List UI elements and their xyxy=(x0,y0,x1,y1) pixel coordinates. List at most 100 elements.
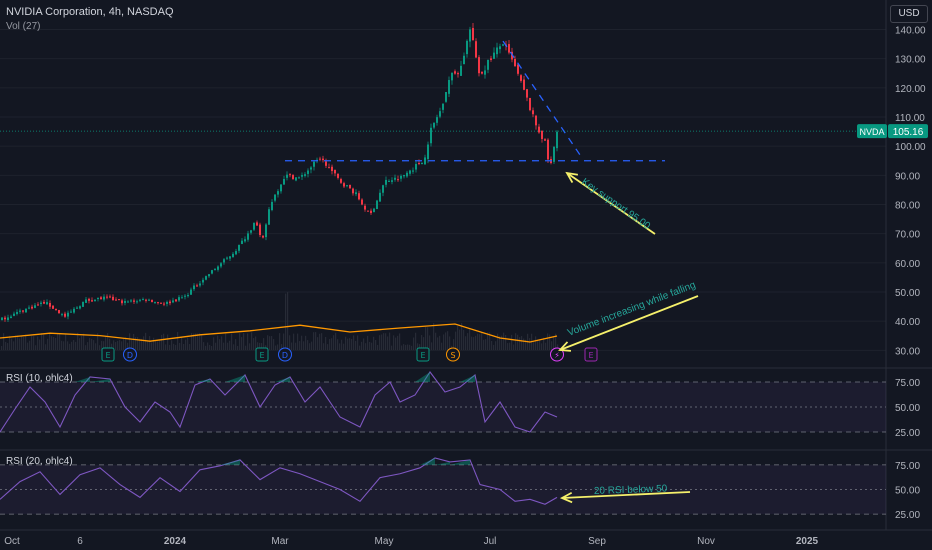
dividend-marker-label: D xyxy=(282,351,288,360)
volume-bar xyxy=(197,333,199,350)
volume-bar xyxy=(381,334,383,350)
candle-body xyxy=(166,301,168,304)
volume-bar xyxy=(59,333,61,350)
annotation-volume-text: Volume increasing while falling xyxy=(566,280,697,339)
volume-ma-line xyxy=(0,323,558,343)
candle-body xyxy=(178,297,180,301)
rsi10-line xyxy=(0,371,558,433)
candle-body xyxy=(424,157,426,165)
annotation-rsi-text: 20 RSI below 50 xyxy=(594,483,668,497)
candle-body xyxy=(481,71,483,74)
rsi10-overbought-fill xyxy=(195,379,210,382)
candle-body xyxy=(229,256,231,259)
time-tick-label: Sep xyxy=(588,536,606,547)
price-tick-label: 50.00 xyxy=(895,288,920,299)
rsi-arrow-head xyxy=(559,491,573,504)
volume-bar xyxy=(315,332,317,350)
currency-button[interactable]: USD xyxy=(890,5,928,23)
candle-body xyxy=(10,316,12,319)
volume-bar xyxy=(357,335,359,350)
volume-bar xyxy=(255,336,257,350)
candle-body xyxy=(187,294,189,297)
volume-bar xyxy=(299,341,301,350)
volume-bar xyxy=(195,333,197,350)
volume-bar xyxy=(83,333,85,350)
volume-bar xyxy=(193,333,195,350)
earnings-marker-label: E xyxy=(588,351,593,360)
candle-body xyxy=(553,146,555,162)
volume-bar xyxy=(277,344,279,350)
rsi1-label: RSI (10, ohlc4) xyxy=(6,373,73,384)
volume-bar xyxy=(225,333,227,350)
volume-bar xyxy=(183,343,185,350)
volume-bar xyxy=(519,337,521,350)
volume-bar xyxy=(87,342,89,350)
volume-bar xyxy=(323,343,325,350)
volume-bar xyxy=(63,341,65,350)
volume-bar xyxy=(405,344,407,350)
candle-body xyxy=(91,300,93,302)
volume-bar xyxy=(539,340,541,350)
event-marker-label: ⚡ xyxy=(554,351,560,360)
candle-body xyxy=(313,161,315,167)
volume-bar xyxy=(97,333,99,350)
candle-body xyxy=(13,313,15,316)
candle-body xyxy=(310,167,312,170)
last-price-text: 105.16 xyxy=(893,127,924,138)
volume-bar xyxy=(293,333,295,350)
candle-body xyxy=(508,44,510,53)
rsi20-tick-label: 50.00 xyxy=(895,486,920,497)
volume-bar xyxy=(287,292,289,350)
rsi20-overbought-fill xyxy=(420,457,435,465)
candle-body xyxy=(367,210,369,212)
candle-body xyxy=(466,40,468,55)
dividend-marker-label: D xyxy=(127,351,133,360)
volume-bar xyxy=(325,336,327,350)
volume-bar xyxy=(81,335,83,350)
volume-bar xyxy=(443,334,445,350)
volume-bar xyxy=(67,341,69,350)
volume-bar xyxy=(55,337,57,350)
volume-bar xyxy=(403,344,405,350)
volume-bar xyxy=(267,335,269,350)
candle-body xyxy=(31,306,33,309)
candle-body xyxy=(172,300,174,303)
rsi10-overbought-fill xyxy=(415,372,430,382)
candle-body xyxy=(325,161,327,166)
volume-bar xyxy=(493,344,495,350)
volume-bar xyxy=(239,333,241,350)
split-marker xyxy=(446,347,460,362)
volume-bar xyxy=(27,342,29,350)
candle-body xyxy=(451,72,453,81)
candle-body xyxy=(58,310,60,314)
volume-bar xyxy=(353,335,355,350)
volume-bar xyxy=(413,337,415,350)
candle-body xyxy=(556,131,558,149)
volume-bar xyxy=(327,344,329,350)
volume-bar xyxy=(371,342,373,350)
rsi20-overbought-fill xyxy=(220,459,240,465)
rsi10-overbought-fill xyxy=(90,379,110,382)
time-tick-label: Jul xyxy=(484,536,497,547)
volume-bar xyxy=(85,345,87,350)
volume-bar xyxy=(39,339,41,350)
volume-bar xyxy=(237,345,239,350)
volume-bar xyxy=(533,342,535,350)
candle-body xyxy=(388,180,390,182)
candle-body xyxy=(277,191,279,195)
volume-bar xyxy=(161,334,163,350)
candle-body xyxy=(376,200,378,210)
candle-body xyxy=(307,170,309,174)
candle-body xyxy=(328,167,330,169)
volume-bar xyxy=(407,344,409,350)
candle-body xyxy=(409,170,411,174)
volume-bar xyxy=(361,341,363,350)
volume-bar xyxy=(227,342,229,350)
volume-bar xyxy=(311,341,313,350)
candle-body xyxy=(22,310,24,312)
volume-bar xyxy=(171,340,173,350)
volume-bar xyxy=(119,340,121,350)
candle-body xyxy=(85,299,87,303)
volume-bar xyxy=(505,334,507,350)
